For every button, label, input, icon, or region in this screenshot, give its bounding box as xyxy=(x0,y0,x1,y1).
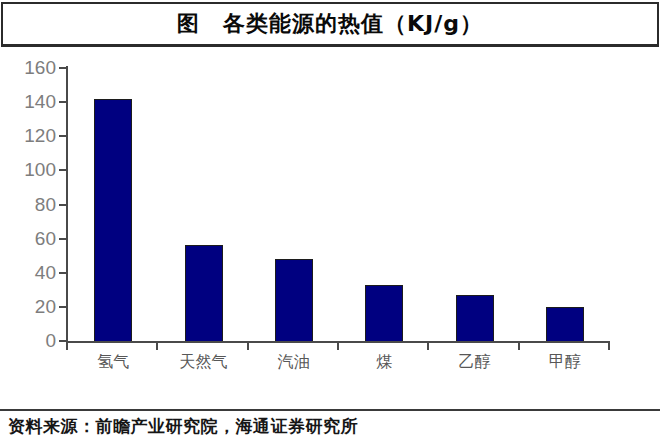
y-axis-line xyxy=(66,66,68,341)
category-label: 乙醇 xyxy=(429,352,519,372)
bar-chart: 0 20 40 60 80 100 120 140 160 氢气天然气汽油煤乙醇甲醇 xyxy=(0,0,660,445)
x-tick-mark xyxy=(66,341,68,350)
y-tick-mark xyxy=(59,272,66,274)
y-tick-label: 80 xyxy=(12,195,56,215)
x-tick-mark xyxy=(247,341,249,350)
footer-divider xyxy=(0,409,660,411)
y-tick-mark xyxy=(59,238,66,240)
chart-bar xyxy=(275,259,313,341)
y-tick-mark xyxy=(59,67,66,69)
chart-bar xyxy=(185,245,223,341)
x-tick-mark xyxy=(427,341,429,350)
category-label: 煤 xyxy=(339,352,429,372)
x-tick-mark xyxy=(156,341,158,350)
y-tick-mark xyxy=(59,340,66,342)
source-note: 资料来源：前瞻产业研究院，海通证券研究所 xyxy=(8,415,656,438)
y-tick-label: 100 xyxy=(12,160,56,180)
y-tick-label: 120 xyxy=(12,126,56,146)
category-label: 甲醇 xyxy=(520,352,610,372)
y-tick-label: 60 xyxy=(12,229,56,249)
category-label: 天然气 xyxy=(158,352,248,372)
category-label: 汽油 xyxy=(249,352,339,372)
x-tick-mark xyxy=(337,341,339,350)
y-tick-mark xyxy=(59,135,66,137)
y-tick-label: 140 xyxy=(12,92,56,112)
chart-bar xyxy=(365,285,403,341)
x-tick-mark xyxy=(518,341,520,350)
y-tick-mark xyxy=(59,204,66,206)
chart-bar xyxy=(94,99,132,341)
y-tick-mark xyxy=(59,101,66,103)
y-tick-label: 40 xyxy=(12,263,56,283)
chart-bar xyxy=(456,295,494,341)
y-tick-mark xyxy=(59,306,66,308)
figure-card: 图 各类能源的热值（KJ/g） 020406080100120140160氢气天… xyxy=(0,0,660,445)
chart-bar xyxy=(546,307,584,341)
y-tick-label: 20 xyxy=(12,297,56,317)
y-tick-mark xyxy=(59,169,66,171)
category-label: 氢气 xyxy=(68,352,158,372)
y-tick-label: 0 xyxy=(12,331,56,351)
y-tick-label: 160 xyxy=(12,58,56,78)
x-tick-mark xyxy=(608,341,610,350)
